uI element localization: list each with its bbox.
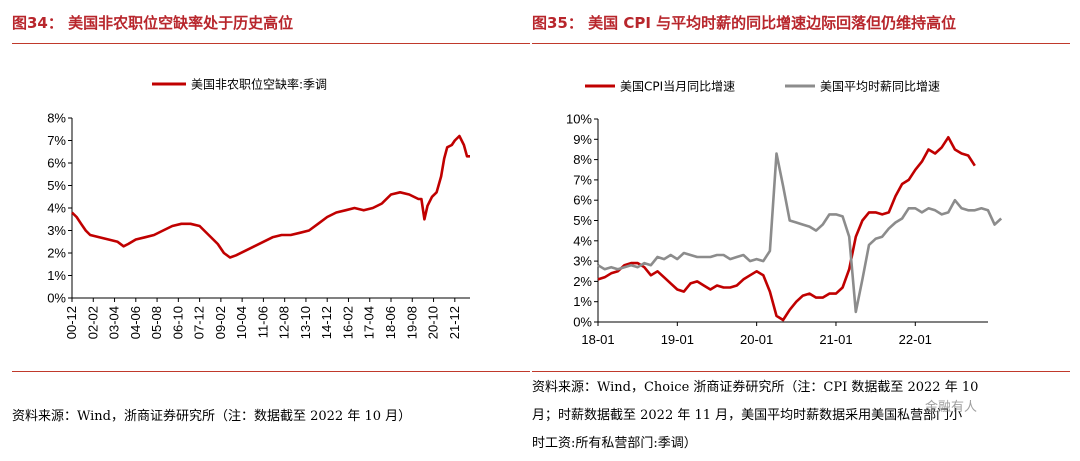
figure-34-title: 图34： 美国非农职位空缺率处于历史高位 bbox=[12, 14, 294, 32]
x-tick-label: 04-06 bbox=[128, 306, 143, 339]
y-tick-label: 4% bbox=[47, 201, 66, 216]
chart-1: 0% 1% 2% 3% 4% 5% 6% 7% 8% 00-12 02-02 03-04 04-06 05… bbox=[47, 77, 470, 339]
x-tick-label: 20-10 bbox=[426, 306, 441, 339]
chart-2: 0% 1% 2% 3% 4% 5% 6% 7% 8% 9% 10% 18-01 19-01 20-01 21… bbox=[566, 80, 1003, 347]
x-tick-label: 07-12 bbox=[192, 306, 207, 339]
series-line-1 bbox=[71, 134, 470, 259]
y-tick-label: 4% bbox=[573, 233, 592, 248]
x-tick-label: 16-02 bbox=[340, 306, 355, 339]
y-tick-label: 7% bbox=[47, 133, 66, 148]
y-tick-label: 2% bbox=[573, 274, 592, 289]
figure-35-panel: 图35： 美国 CPI 与平均时薪的同比增速边际回落但仍维持高位 资料来源：Wi… bbox=[532, 0, 1080, 461]
x-tick-label: 18-01 bbox=[581, 332, 614, 347]
figure-35-source-line-1: 资料来源：Wind，Choice 浙商证券研究所（注：CPI 数据截至 2022… bbox=[532, 380, 979, 395]
x-tick-label: 12-08 bbox=[277, 306, 292, 339]
y-tick-label: 1% bbox=[47, 268, 66, 283]
figure-34-title-rule bbox=[12, 43, 530, 44]
figure-34-bottom-rule bbox=[12, 371, 530, 372]
figure-35-source-line-3: 时工资:所有私营部门:季调） bbox=[532, 436, 697, 451]
x-tick-label: 14-12 bbox=[319, 306, 334, 339]
figure-35-bottom-rule bbox=[532, 371, 1070, 372]
figure-35-title: 图35： 美国 CPI 与平均时薪的同比增速边际回落但仍维持高位 bbox=[532, 14, 957, 32]
x-tick-label: 11-06 bbox=[255, 306, 270, 338]
y-tick-label: 3% bbox=[47, 223, 66, 238]
figure-34-panel: 图34： 美国非农职位空缺率处于历史高位 资料来源：Wind，浙商证券研究所（注… bbox=[12, 14, 530, 424]
y-tick-label: 5% bbox=[47, 178, 66, 193]
y-tick-label: 7% bbox=[573, 172, 592, 187]
x-tick-label: 19-08 bbox=[404, 306, 419, 339]
watermark: 金融有人 bbox=[925, 400, 978, 415]
figure-34-source-line: 资料来源：Wind，浙商证券研究所（注：数据截至 2022 年 10 月） bbox=[12, 409, 412, 424]
x-tick-label: 21-01 bbox=[819, 332, 852, 347]
y-tick-label: 5% bbox=[573, 213, 592, 228]
x-tick-label: 19-01 bbox=[661, 332, 694, 347]
x-tick-label: 13-10 bbox=[298, 306, 313, 339]
x-tick-label: 06-10 bbox=[170, 306, 185, 339]
figure-35-title-rule bbox=[532, 43, 1070, 44]
y-tick-label: 6% bbox=[47, 156, 66, 171]
x-tick-label: 00-12 bbox=[64, 306, 79, 339]
y-tick-label: 8% bbox=[47, 111, 66, 126]
x-tick-label: 09-02 bbox=[213, 306, 228, 339]
x-tick-label: 03-04 bbox=[107, 306, 122, 339]
legend-label: 美国非农职位空缺率:季调 bbox=[191, 77, 327, 92]
y-tick-label: 1% bbox=[573, 294, 592, 309]
figure-35-source-line-2: 月；时薪数据截至 2022 年 11 月，美国平均时薪数据采用美国私营部门小 bbox=[532, 408, 963, 423]
x-tick-label: 10-04 bbox=[234, 306, 249, 339]
y-tick-label: 0% bbox=[573, 315, 592, 330]
y-tick-label: 2% bbox=[47, 246, 66, 261]
y-tick-label: 9% bbox=[573, 132, 592, 147]
x-tick-label: 18-06 bbox=[383, 306, 398, 339]
legend-label-2: 美国平均时薪同比增速 bbox=[820, 80, 940, 94]
x-tick-label: 20-01 bbox=[740, 332, 773, 347]
x-tick-label: 17-04 bbox=[362, 306, 377, 339]
x-tick-label: 22-01 bbox=[899, 332, 932, 347]
y-tick-label: 6% bbox=[573, 193, 592, 208]
y-tick-label: 8% bbox=[573, 152, 592, 167]
x-tick-label: 02-02 bbox=[85, 306, 100, 339]
series-line-1 bbox=[597, 136, 976, 322]
x-tick-label: 21-12 bbox=[447, 306, 462, 339]
legend-label-1: 美国CPI当月同比增速 bbox=[620, 80, 735, 94]
x-tick-label: 05-08 bbox=[149, 306, 164, 339]
y-tick-label: 10% bbox=[566, 112, 592, 127]
y-tick-label: 3% bbox=[573, 254, 592, 269]
series-line-2 bbox=[597, 152, 1003, 314]
y-tick-label: 0% bbox=[47, 291, 66, 306]
